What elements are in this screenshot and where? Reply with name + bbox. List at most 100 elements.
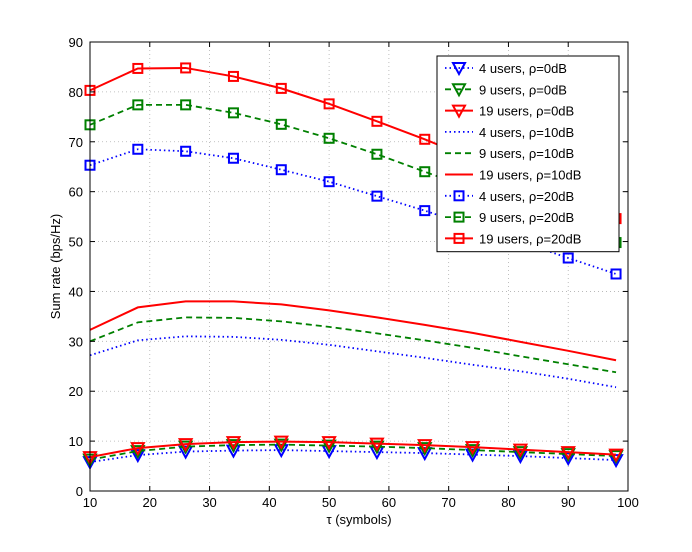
legend-marker <box>453 211 465 223</box>
data-point <box>321 436 337 451</box>
data-point <box>419 205 431 217</box>
series-4 <box>89 335 617 389</box>
y-tick-label: 80 <box>69 85 83 100</box>
legend: 4 users, ρ=0dB 9 users, ρ=0dB 19 users, ρ=… <box>436 55 620 253</box>
data-point <box>227 107 239 119</box>
data-point <box>177 438 194 453</box>
data-point <box>275 118 287 130</box>
plot-frame <box>89 41 629 492</box>
y-axis-title: Sum rate (bps/Hz) <box>48 214 63 319</box>
data-point <box>608 448 624 463</box>
series-line <box>89 103 617 244</box>
data-point <box>130 449 146 464</box>
data-point <box>512 443 529 458</box>
series-3 <box>82 435 624 466</box>
x-tick-label: 80 <box>501 495 515 510</box>
data-point <box>323 132 335 144</box>
data-point <box>321 439 337 454</box>
data-point <box>180 62 192 74</box>
data-point <box>130 445 146 460</box>
data-point <box>512 450 529 465</box>
data-point <box>225 439 242 454</box>
x-tick-label: 100 <box>617 495 639 510</box>
legend-label: 4 users, ρ=20dB <box>479 189 574 204</box>
series-group <box>82 62 624 471</box>
data-point <box>369 440 385 455</box>
series-line <box>89 440 617 459</box>
data-point <box>273 438 289 453</box>
legend-label: 19 users, ρ=10dB <box>479 168 581 183</box>
data-point <box>177 440 194 455</box>
data-point <box>369 446 385 461</box>
series-line <box>89 316 617 374</box>
data-point <box>419 166 431 178</box>
data-point <box>464 444 481 459</box>
legend-marker <box>451 83 467 98</box>
legend-label: 19 users, ρ=20dB <box>479 231 581 246</box>
data-point <box>369 437 385 452</box>
x-tick-label: 70 <box>441 495 455 510</box>
x-tick-label: 90 <box>561 495 575 510</box>
y-tick-label: 40 <box>69 284 83 299</box>
data-point <box>371 148 383 160</box>
series-line <box>89 300 617 362</box>
legend-marker <box>451 104 467 119</box>
data-point <box>225 436 242 451</box>
x-tick-label: 50 <box>322 495 336 510</box>
series-2 <box>82 438 624 468</box>
data-point <box>273 435 289 450</box>
data-point <box>323 98 335 110</box>
data-point <box>227 152 239 164</box>
legend-label: 9 users, ρ=10dB <box>479 146 574 161</box>
data-point <box>180 99 192 111</box>
x-tick-label: 10 <box>83 495 97 510</box>
y-tick-label: 0 <box>76 484 83 499</box>
data-point <box>130 442 146 457</box>
x-axis-title: τ (symbols) <box>326 512 391 527</box>
series-5 <box>89 316 617 374</box>
y-tick-label: 60 <box>69 185 83 200</box>
data-point <box>562 252 574 264</box>
x-tick-label: 20 <box>143 495 157 510</box>
data-point <box>177 445 194 460</box>
data-point <box>512 446 529 461</box>
data-point <box>275 164 287 176</box>
legend-label: 4 users, ρ=0dB <box>479 61 567 76</box>
series-line <box>89 449 617 463</box>
data-point <box>132 143 144 155</box>
data-point <box>275 82 287 94</box>
legend-label: 9 users, ρ=0dB <box>479 82 567 97</box>
x-tick-label: 40 <box>262 495 276 510</box>
series-line <box>89 148 617 275</box>
legend-label: 9 users, ρ=20dB <box>479 210 574 225</box>
y-tick-label: 10 <box>69 434 83 449</box>
data-point <box>417 442 433 457</box>
legend-marker <box>453 232 465 244</box>
y-tick-label: 70 <box>69 135 83 150</box>
data-point <box>419 133 431 145</box>
data-point <box>560 446 576 461</box>
data-point <box>371 115 383 127</box>
data-point <box>608 454 624 469</box>
data-point <box>132 62 144 74</box>
data-point <box>180 145 192 157</box>
legend-marker <box>453 190 465 202</box>
y-tick-label: 90 <box>69 35 83 50</box>
data-point <box>417 439 433 454</box>
y-tick-label: 30 <box>69 334 83 349</box>
grid <box>90 42 628 491</box>
y-tick-label: 20 <box>69 384 83 399</box>
legend-label: 4 users, ρ=10dB <box>479 125 574 140</box>
data-point <box>132 99 144 111</box>
data-point <box>610 268 622 280</box>
data-point <box>464 441 481 456</box>
legend-label: 19 users, ρ=0dB <box>479 104 574 119</box>
x-tick-label: 30 <box>202 495 216 510</box>
series-line <box>89 335 617 389</box>
data-point <box>323 176 335 188</box>
x-tick-label: 60 <box>382 495 396 510</box>
series-6 <box>89 300 617 362</box>
series-line <box>89 443 617 461</box>
